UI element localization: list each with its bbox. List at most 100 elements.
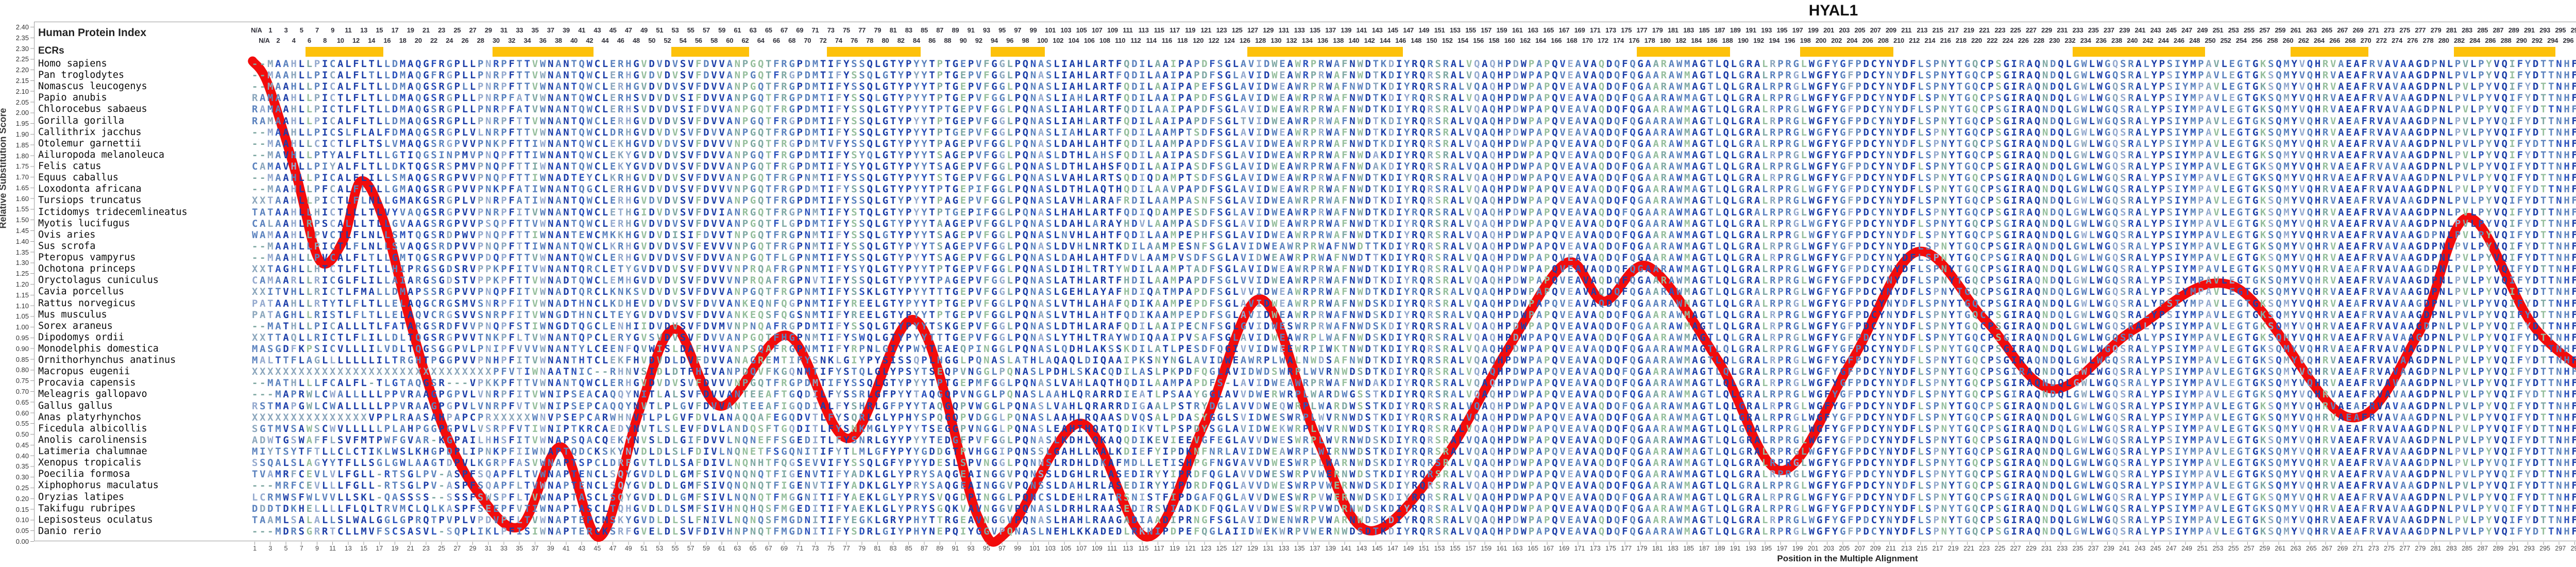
- seq-char: G: [952, 81, 959, 93]
- y-tick-label: 0.35: [15, 462, 29, 471]
- seq-char: L: [462, 126, 468, 138]
- seq-char: G: [1793, 81, 1799, 93]
- species-label: Myotis lucifugus: [38, 218, 130, 229]
- species-label: Nomascus leucogenys: [38, 81, 147, 92]
- seq-char: W: [1326, 126, 1332, 138]
- seq-char: Y: [2151, 126, 2157, 138]
- human-index-number: 270: [2360, 37, 2371, 44]
- seq-char: G: [446, 70, 453, 81]
- seq-char: S: [1995, 126, 2002, 138]
- species-label: Tursiops truncatus: [38, 195, 142, 206]
- seq-char: W: [1808, 138, 1815, 149]
- seq-char: Y: [1894, 138, 1901, 149]
- seq-char: Q: [2058, 70, 2064, 81]
- seq-char: P: [1855, 149, 1861, 161]
- y-tick-label: 0.90: [15, 344, 29, 353]
- seq-char: Q: [1474, 70, 1480, 81]
- seq-char: P: [1933, 92, 1939, 104]
- seq-char: F: [1848, 126, 1854, 138]
- seq-char: D: [1902, 81, 1908, 93]
- seq-char: R: [1427, 104, 1433, 115]
- seq-char: F: [1848, 115, 1854, 127]
- seq-char: A: [726, 115, 733, 127]
- seq-char: V: [711, 161, 717, 173]
- seq-char: Q: [2058, 81, 2064, 93]
- human-index-number: 231: [2057, 26, 2068, 34]
- seq-char: D: [1365, 81, 1371, 93]
- seq-char: R: [438, 92, 445, 104]
- human-index-number: 198: [1800, 37, 1811, 44]
- seq-char: G: [2252, 92, 2259, 104]
- seq-char: D: [1264, 58, 1270, 70]
- seq-char: W: [2081, 92, 2087, 104]
- seq-char: P: [1014, 70, 1021, 81]
- seq-char: W: [1357, 70, 1363, 81]
- seq-char: V: [469, 126, 476, 138]
- seq-char: Y: [2182, 104, 2189, 115]
- seq-char: Y: [843, 126, 850, 138]
- seq-char: F: [1342, 58, 1348, 70]
- seq-char: Q: [1598, 104, 1605, 115]
- seq-char: P: [2431, 92, 2437, 104]
- seq-char: L: [1007, 70, 1013, 81]
- y-tick-label: 0.55: [15, 420, 29, 428]
- human-index-number: 167: [1558, 26, 1570, 34]
- seq-char: Y: [1878, 138, 1885, 149]
- seq-char: D: [1201, 92, 1208, 104]
- seq-char: P: [2454, 81, 2461, 93]
- seq-char: G: [2236, 81, 2243, 93]
- seq-char: D: [1902, 58, 1908, 70]
- seq-char: P: [1544, 70, 1550, 81]
- seq-char: V: [672, 149, 679, 161]
- species-label: Procavia capensis: [38, 377, 136, 389]
- species-label: Dipodomys ordii: [38, 331, 125, 343]
- seq-char: I: [321, 81, 328, 93]
- seq-char: N: [2439, 149, 2446, 161]
- seq-char: F: [353, 115, 359, 127]
- seq-char: F: [1848, 138, 1854, 149]
- seq-char: F: [353, 104, 359, 115]
- seq-char: P: [2159, 58, 2165, 70]
- human-index-number: 261: [2290, 26, 2301, 34]
- human-index-number: 292: [2532, 37, 2543, 44]
- seq-char: M: [267, 149, 274, 161]
- seq-char: G: [789, 70, 795, 81]
- seq-char: Y: [1948, 126, 1955, 138]
- seq-char: V: [2377, 104, 2383, 115]
- seq-char: P: [501, 115, 507, 127]
- seq-char: K: [2260, 138, 2266, 149]
- species-label: Chlorocebus sabaeus: [38, 104, 147, 115]
- seq-char: R: [1660, 126, 1667, 138]
- seq-char: Q: [1022, 70, 1029, 81]
- seq-char: S: [2268, 58, 2274, 70]
- seq-char: F: [1115, 70, 1122, 81]
- seq-char: Q: [579, 92, 585, 104]
- seq-char: V: [2462, 92, 2469, 104]
- seq-char: E: [1567, 138, 1573, 149]
- seq-char: A: [1536, 149, 1543, 161]
- seq-char: L: [1084, 104, 1091, 115]
- human-index-number: 286: [2485, 37, 2496, 44]
- seq-char: Y: [2486, 138, 2492, 149]
- seq-char: L: [1458, 104, 1465, 115]
- seq-char: L: [2089, 92, 2095, 104]
- seq-char: P: [1988, 92, 1994, 104]
- seq-char: L: [2447, 115, 2453, 127]
- seq-char: Y: [2151, 138, 2157, 149]
- seq-char: G: [882, 70, 889, 81]
- seq-char: P: [742, 115, 749, 127]
- seq-char: V: [672, 126, 679, 138]
- seq-char: R: [1302, 138, 1309, 149]
- seq-char: R: [1100, 92, 1107, 104]
- seq-char: E: [960, 138, 967, 149]
- seq-char: G: [1738, 92, 1745, 104]
- seq-char: Q: [1489, 138, 1496, 149]
- species-label: Homo sapiens: [38, 58, 107, 69]
- seq-char: F: [1910, 70, 1916, 81]
- seq-char: R: [781, 104, 787, 115]
- y-tick-label: 2.15: [15, 76, 29, 85]
- seq-char: D: [2050, 149, 2056, 161]
- seq-char: V: [1583, 58, 1589, 70]
- seq-char: G: [2236, 58, 2243, 70]
- seq-char: A: [1334, 149, 1340, 161]
